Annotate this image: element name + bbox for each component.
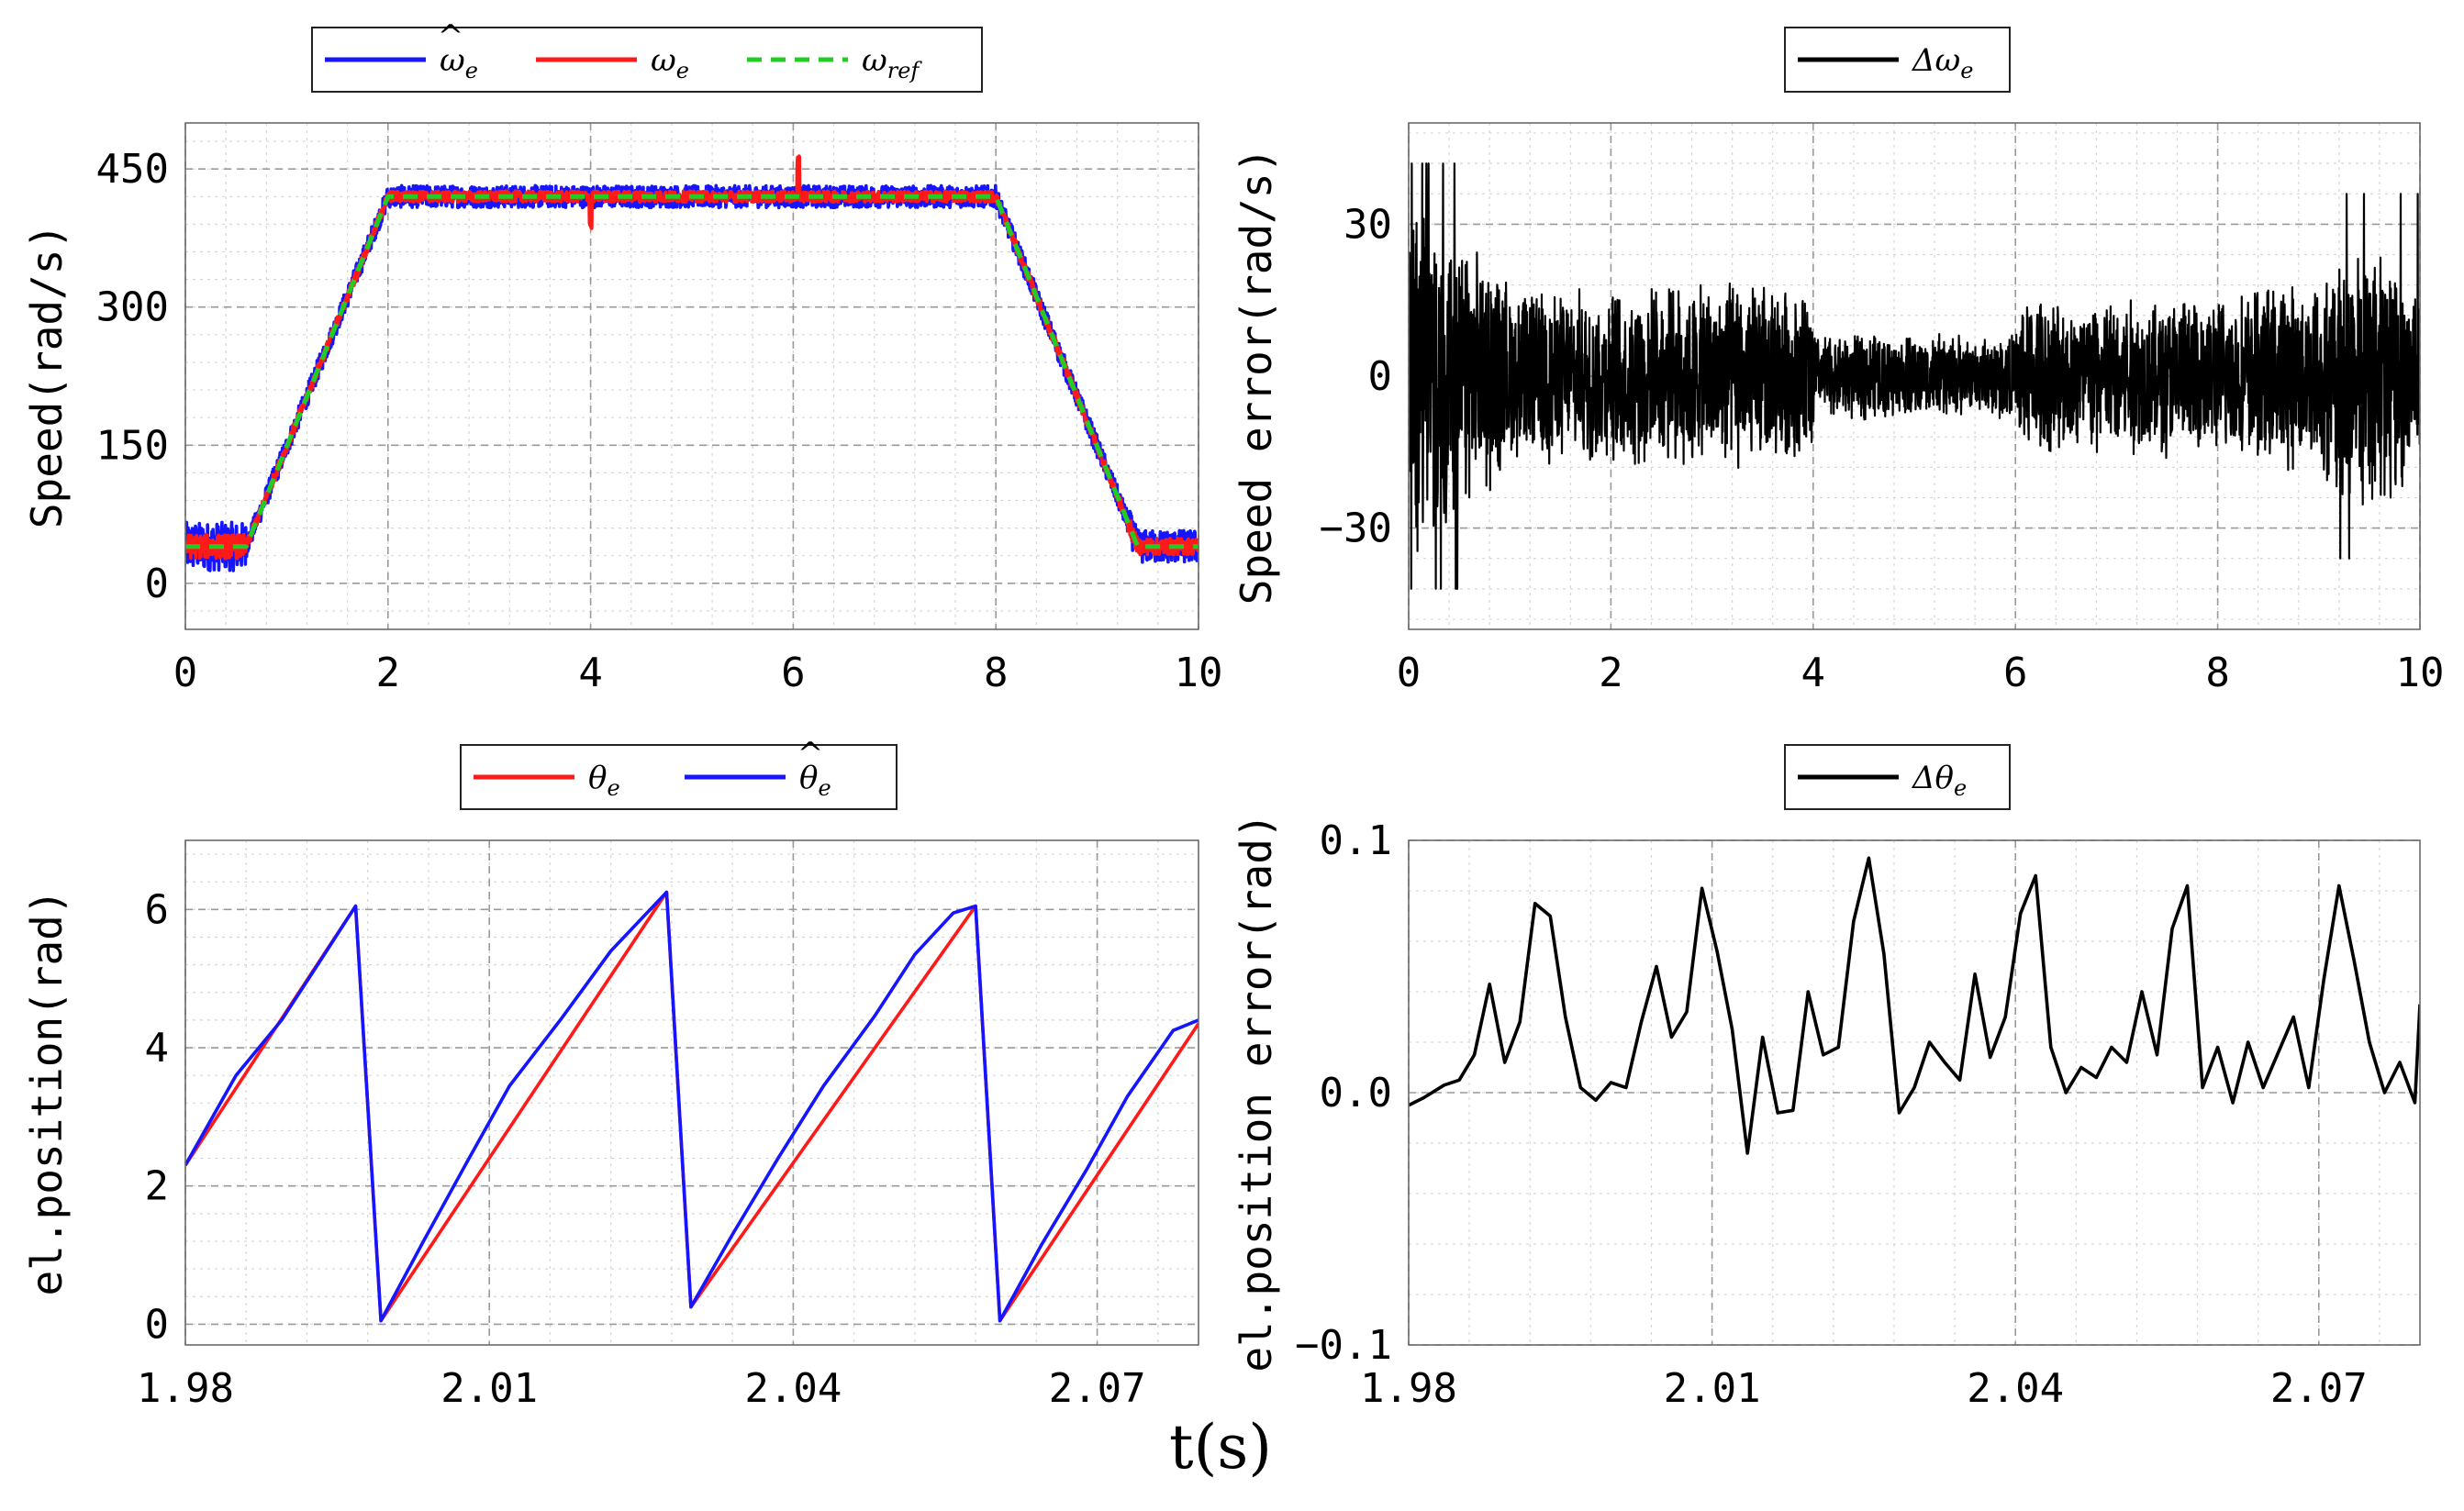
x-tick-label: 2: [1599, 650, 1623, 696]
legend-label: ωref: [862, 42, 922, 83]
y-tick-label: 0: [145, 561, 170, 607]
x-tick-label: 2.01: [1664, 1365, 1761, 1412]
axes-frame: [1408, 122, 2421, 630]
x-tick-label: 2.01: [440, 1365, 538, 1412]
series-line-theta_e_hat: [185, 890, 1199, 1323]
legend-label: θe: [799, 760, 831, 801]
legend: Δωe: [1784, 27, 2011, 93]
y-tick-label: 0: [145, 1301, 170, 1348]
y-tick-label: −30: [1320, 506, 1392, 552]
x-tick-label: 4: [1801, 650, 1826, 696]
x-tick-label: 10: [2396, 650, 2445, 696]
y-axis-label: Speed(rad/s): [22, 224, 72, 528]
legend: ωe^ωe ωref: [311, 18, 983, 93]
x-tick-label: 8: [2205, 650, 2230, 696]
legend-label: θe: [588, 760, 620, 801]
x-tick-label: 2.07: [1049, 1365, 1146, 1412]
legend-label: Δωe: [1911, 42, 1973, 83]
x-tick-label: 1.98: [137, 1365, 234, 1412]
y-axis-label: Speed error(rad/s): [1232, 148, 1281, 606]
axes-frame: [184, 839, 1199, 1346]
y-tick-label: 30: [1343, 201, 1392, 248]
y-tick-label: 150: [96, 422, 169, 469]
x-tick-label: 0: [1397, 650, 1422, 696]
plot-area-speed_error: [1409, 162, 2420, 590]
y-tick-label: 6: [145, 886, 170, 933]
legend: θe θe^: [460, 736, 898, 810]
y-tick-label: 0: [1368, 353, 1393, 400]
axes-frame: [1408, 839, 2421, 1346]
y-tick-label: 450: [96, 146, 169, 193]
x-tick-label: 2: [376, 650, 401, 696]
y-tick-label: 300: [96, 284, 169, 331]
panel-speed_error: 0 2 4 6 8 10 −30 0 30 Speed error(rad/s) Δωe: [1232, 27, 2445, 696]
y-tick-label: 2: [145, 1163, 170, 1210]
x-tick-label: 8: [984, 650, 1009, 696]
panel-position: 1.98 2.01 2.04 2.07 0 2 4 6 el.position(rad) θe θe…: [22, 736, 1199, 1412]
y-axis-label: el.position error(rad): [1232, 813, 1281, 1372]
legend-label: ωe: [440, 42, 478, 83]
plot-area-position_error: [1409, 856, 2420, 1155]
series-line-omega_e: [185, 154, 1199, 561]
series-line-theta_e: [185, 890, 1199, 1323]
series-line-delta_theta_e: [1409, 856, 2420, 1155]
y-tick-label: 0.0: [1320, 1070, 1392, 1117]
legend-hat-mark: ^: [438, 18, 464, 55]
x-tick-label: 1.98: [1360, 1365, 1457, 1412]
axes-frame: [184, 122, 1199, 630]
x-tick-label: 2.07: [2270, 1365, 2368, 1412]
x-tick-label: 6: [781, 650, 806, 696]
shared-x-axis-label: t(s): [1169, 1412, 1272, 1483]
legend-hat-mark: ^: [797, 736, 824, 772]
plot-area-speed: [185, 154, 1199, 572]
x-tick-label: 2.04: [744, 1365, 842, 1412]
series-line-omega_e_hat: [185, 183, 1199, 572]
x-tick-label: 6: [2003, 650, 2028, 696]
x-tick-label: 2.04: [1967, 1365, 2064, 1412]
series-line-omega_ref: [185, 194, 1199, 550]
x-tick-label: 4: [578, 650, 603, 696]
y-tick-label: 0.1: [1320, 817, 1392, 864]
x-tick-label: 10: [1175, 650, 1223, 696]
legend-label: ωe: [651, 42, 689, 83]
panel-position_error: 1.98 2.01 2.04 2.07 −0.1 0.0 0.1 el.position er…: [1232, 744, 2421, 1412]
x-tick-label: 0: [173, 650, 198, 696]
plot-area-position: [185, 890, 1199, 1323]
y-tick-label: 4: [145, 1025, 170, 1072]
y-tick-label: −0.1: [1295, 1322, 1392, 1369]
legend: Δθe: [1784, 744, 2011, 810]
series-line-delta_omega_e: [1409, 162, 2420, 590]
legend-label: Δθe: [1911, 760, 1967, 801]
y-axis-label: el.position(rad): [22, 889, 72, 1295]
